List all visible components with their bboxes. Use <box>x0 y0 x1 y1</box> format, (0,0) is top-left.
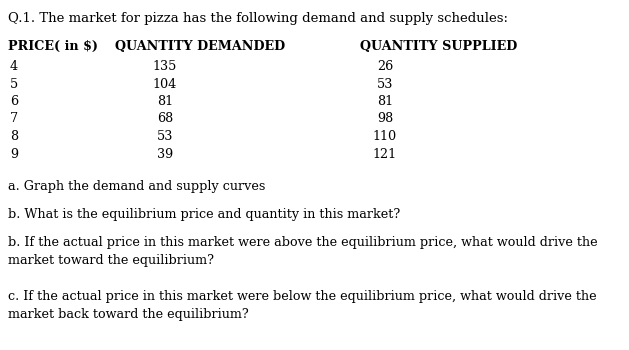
Text: QUANTITY DEMANDED: QUANTITY DEMANDED <box>115 40 285 53</box>
Text: b. What is the equilibrium price and quantity in this market?: b. What is the equilibrium price and qua… <box>8 208 400 221</box>
Text: 6: 6 <box>10 95 18 108</box>
Text: 68: 68 <box>157 112 173 126</box>
Text: 121: 121 <box>373 147 397 161</box>
Text: b. If the actual price in this market were above the equilibrium price, what wou: b. If the actual price in this market we… <box>8 236 598 267</box>
Text: 110: 110 <box>373 130 397 143</box>
Text: 26: 26 <box>377 60 393 73</box>
Text: 81: 81 <box>157 95 173 108</box>
Text: 5: 5 <box>10 77 18 91</box>
Text: QUANTITY SUPPLIED: QUANTITY SUPPLIED <box>360 40 517 53</box>
Text: 53: 53 <box>377 77 393 91</box>
Text: Q.1. The market for pizza has the following demand and supply schedules:: Q.1. The market for pizza has the follow… <box>8 12 508 25</box>
Text: 39: 39 <box>157 147 173 161</box>
Text: 53: 53 <box>157 130 173 143</box>
Text: 98: 98 <box>377 112 393 126</box>
Text: c. If the actual price in this market were below the equilibrium price, what wou: c. If the actual price in this market we… <box>8 290 597 321</box>
Text: 7: 7 <box>10 112 18 126</box>
Text: 135: 135 <box>153 60 177 73</box>
Text: a. Graph the demand and supply curves: a. Graph the demand and supply curves <box>8 180 265 193</box>
Text: PRICE( in $): PRICE( in $) <box>8 40 98 53</box>
Text: 104: 104 <box>153 77 177 91</box>
Text: 81: 81 <box>377 95 393 108</box>
Text: 9: 9 <box>10 147 18 161</box>
Text: 4: 4 <box>10 60 18 73</box>
Text: 8: 8 <box>10 130 18 143</box>
